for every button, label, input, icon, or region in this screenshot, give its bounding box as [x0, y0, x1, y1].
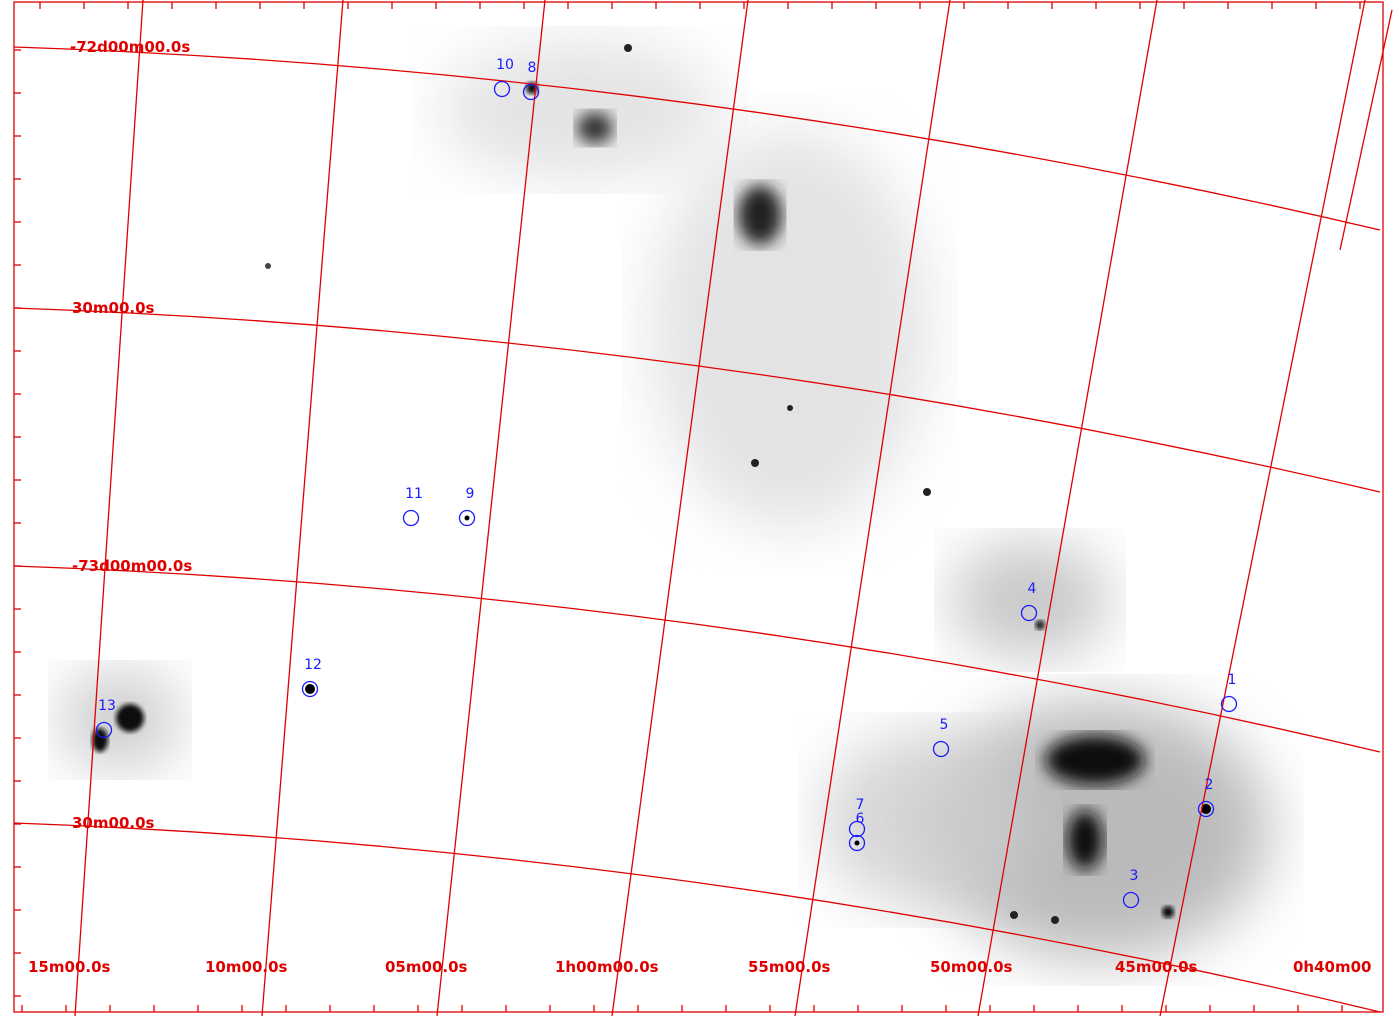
source-label: 6 [856, 811, 865, 827]
border-ticks [14, 2, 1361, 1012]
source-marker [95, 721, 113, 739]
dec-label: -73d00m00.0s [72, 557, 192, 575]
source-label: 11 [405, 486, 423, 502]
coordinate-grid [13, 0, 1393, 1016]
dec-label: 30m00.0s [72, 299, 155, 317]
source-marker [1020, 604, 1038, 622]
source-marker [1220, 695, 1238, 713]
dec-line [13, 46, 1381, 231]
source-label: 2 [1205, 777, 1214, 793]
source-marker [1122, 891, 1140, 909]
ra-line [261, 0, 344, 1016]
source-marker [301, 680, 319, 698]
source-marker [402, 509, 420, 527]
ra-line [611, 0, 749, 1016]
ra-label: 05m00.0s [385, 958, 468, 976]
ra-label: 1h00m00.0s [555, 958, 659, 976]
frame [13, 1, 1384, 1013]
ra-label: 50m00.0s [930, 958, 1013, 976]
dec-label: 30m00.0s [72, 814, 155, 832]
source-label: 9 [466, 486, 475, 502]
source-label: 3 [1130, 868, 1139, 884]
ra-label: 0h40m00 [1293, 958, 1372, 976]
ra-line [74, 0, 144, 1016]
ra-line [436, 0, 546, 1016]
source-label: 8 [528, 60, 537, 76]
source-label: 5 [940, 717, 949, 733]
ra-line [794, 0, 951, 1016]
source-label: 12 [304, 657, 322, 673]
source-label: 1 [1228, 672, 1237, 688]
source-marker [848, 820, 866, 838]
source-label: 7 [856, 797, 865, 813]
ra-label: 45m00.0s [1115, 958, 1198, 976]
source-label: 13 [98, 698, 116, 714]
source-marker [493, 80, 511, 98]
source-marker [848, 834, 866, 852]
source-marker [1197, 800, 1215, 818]
source-label: 10 [496, 57, 514, 73]
source-label: 4 [1028, 581, 1037, 597]
ra-line [1159, 0, 1366, 1016]
ra-line [977, 0, 1158, 1016]
source-marker [458, 509, 476, 527]
dec-label: -72d00m00.0s [70, 38, 190, 56]
ra-label: 15m00.0s [28, 958, 111, 976]
dec-line [13, 822, 1381, 1013]
ra-label: 55m00.0s [748, 958, 831, 976]
source-marker [932, 740, 950, 758]
ra-label: 10m00.0s [205, 958, 288, 976]
labels: -72d00m00.0s 30m00.0s -73d00m00.0s 30m00.0s… [28, 38, 1372, 976]
dec-line [13, 565, 1381, 753]
source-marker [522, 83, 540, 101]
